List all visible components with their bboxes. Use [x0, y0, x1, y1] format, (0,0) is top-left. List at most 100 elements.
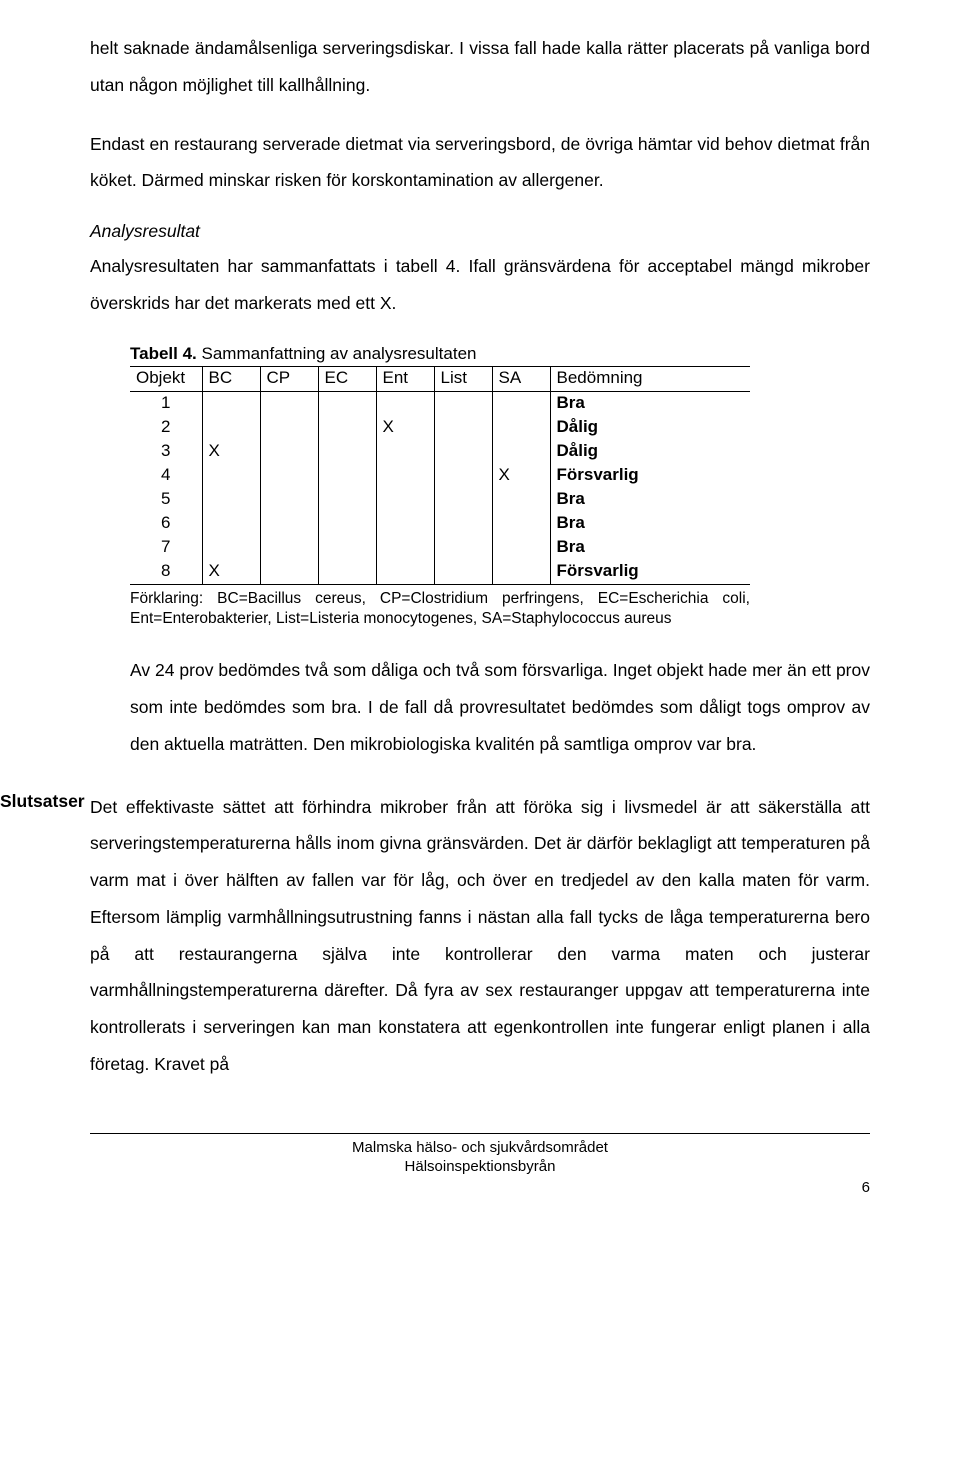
- cell-ent: [376, 488, 434, 512]
- table-row: 2 X Dålig: [130, 416, 750, 440]
- table-row: 3 X Dålig: [130, 440, 750, 464]
- cell-cp: [260, 488, 318, 512]
- cell-bed: Dålig: [550, 416, 750, 440]
- cell-objekt: 5: [130, 488, 202, 512]
- th-bc: BC: [202, 366, 260, 391]
- cell-list: [434, 464, 492, 488]
- cell-bc: [202, 464, 260, 488]
- cell-ec: [318, 536, 376, 560]
- cell-list: [434, 440, 492, 464]
- analysresultat-heading: Analysresultat: [90, 221, 870, 242]
- cell-ec: [318, 416, 376, 440]
- cell-ent: X: [376, 416, 434, 440]
- paragraph-4: Av 24 prov bedömdes två som dåliga och t…: [130, 652, 870, 762]
- table4-caption: Tabell 4. Sammanfattning av analysresult…: [130, 344, 750, 364]
- cell-objekt: 6: [130, 512, 202, 536]
- paragraph-1: helt saknade ändamålsenliga serveringsdi…: [90, 30, 870, 104]
- cell-bc: [202, 416, 260, 440]
- th-cp: CP: [260, 366, 318, 391]
- cell-ent: [376, 464, 434, 488]
- cell-ent: [376, 440, 434, 464]
- cell-sa: X: [492, 464, 550, 488]
- cell-bed: Bra: [550, 536, 750, 560]
- cell-sa: [492, 391, 550, 416]
- cell-sa: [492, 488, 550, 512]
- th-sa: SA: [492, 366, 550, 391]
- cell-cp: [260, 416, 318, 440]
- cell-bc: [202, 512, 260, 536]
- cell-objekt: 2: [130, 416, 202, 440]
- cell-ec: [318, 391, 376, 416]
- table4-block: Tabell 4. Sammanfattning av analysresult…: [130, 344, 750, 631]
- cell-ec: [318, 512, 376, 536]
- cell-objekt: 1: [130, 391, 202, 416]
- table4-caption-text: Sammanfattning av analysresultaten: [197, 344, 477, 363]
- footer-line2: Hälsoinspektionsbyrån: [90, 1157, 870, 1177]
- cell-objekt: 4: [130, 464, 202, 488]
- page-number: 6: [90, 1179, 870, 1196]
- cell-bed: Dålig: [550, 440, 750, 464]
- slutsatser-section: Slutsatser Det effektivaste sättet att f…: [90, 789, 870, 1083]
- cell-sa: [492, 416, 550, 440]
- footer-line1: Malmska hälso- och sjukvårdsområdet: [90, 1138, 870, 1158]
- cell-ec: [318, 560, 376, 585]
- cell-bc: [202, 536, 260, 560]
- cell-ent: [376, 512, 434, 536]
- table-row: 7 Bra: [130, 536, 750, 560]
- document-page: helt saknade ändamålsenliga serveringsdi…: [0, 0, 960, 1474]
- cell-cp: [260, 512, 318, 536]
- cell-bc: [202, 391, 260, 416]
- paragraph-2: Endast en restaurang serverade dietmat v…: [90, 126, 870, 200]
- table-row: 4 X Försvarlig: [130, 464, 750, 488]
- cell-ec: [318, 440, 376, 464]
- cell-cp: [260, 536, 318, 560]
- table4-note: Förklaring: BC=Bacillus cereus, CP=Clost…: [130, 589, 750, 631]
- table-row: 8 X Försvarlig: [130, 560, 750, 585]
- paragraph-3: Analysresultaten har sammanfattats i tab…: [90, 248, 870, 322]
- cell-ent: [376, 391, 434, 416]
- cell-ec: [318, 464, 376, 488]
- th-list: List: [434, 366, 492, 391]
- cell-list: [434, 560, 492, 585]
- cell-list: [434, 416, 492, 440]
- cell-bc: X: [202, 560, 260, 585]
- cell-list: [434, 488, 492, 512]
- cell-cp: [260, 391, 318, 416]
- cell-bc: X: [202, 440, 260, 464]
- footer-divider: [90, 1133, 870, 1134]
- cell-list: [434, 391, 492, 416]
- table4-caption-label: Tabell 4.: [130, 344, 197, 363]
- cell-list: [434, 512, 492, 536]
- table-row: 5 Bra: [130, 488, 750, 512]
- th-objekt: Objekt: [130, 366, 202, 391]
- cell-sa: [492, 440, 550, 464]
- th-bed: Bedömning: [550, 366, 750, 391]
- cell-sa: [492, 536, 550, 560]
- page-footer: Malmska hälso- och sjukvårdsområdet Häls…: [90, 1133, 870, 1196]
- cell-ec: [318, 488, 376, 512]
- cell-sa: [492, 512, 550, 536]
- table4-body: 1 Bra 2 X Dålig: [130, 391, 750, 584]
- table-row: 1 Bra: [130, 391, 750, 416]
- cell-sa: [492, 560, 550, 585]
- table-row: 6 Bra: [130, 512, 750, 536]
- cell-bed: Bra: [550, 512, 750, 536]
- th-ec: EC: [318, 366, 376, 391]
- cell-objekt: 3: [130, 440, 202, 464]
- cell-bed: Bra: [550, 391, 750, 416]
- cell-list: [434, 536, 492, 560]
- slutsatser-label: Slutsatser: [0, 791, 82, 812]
- cell-objekt: 7: [130, 536, 202, 560]
- cell-cp: [260, 464, 318, 488]
- th-ent: Ent: [376, 366, 434, 391]
- cell-objekt: 8: [130, 560, 202, 585]
- paragraph-5: Det effektivaste sättet att förhindra mi…: [90, 789, 870, 1083]
- cell-bed: Försvarlig: [550, 560, 750, 585]
- cell-bc: [202, 488, 260, 512]
- cell-ent: [376, 536, 434, 560]
- cell-cp: [260, 440, 318, 464]
- cell-bed: Försvarlig: [550, 464, 750, 488]
- table4-header-row: Objekt BC CP EC Ent List SA Bedömning: [130, 366, 750, 391]
- table4: Objekt BC CP EC Ent List SA Bedömning 1: [130, 366, 750, 585]
- cell-cp: [260, 560, 318, 585]
